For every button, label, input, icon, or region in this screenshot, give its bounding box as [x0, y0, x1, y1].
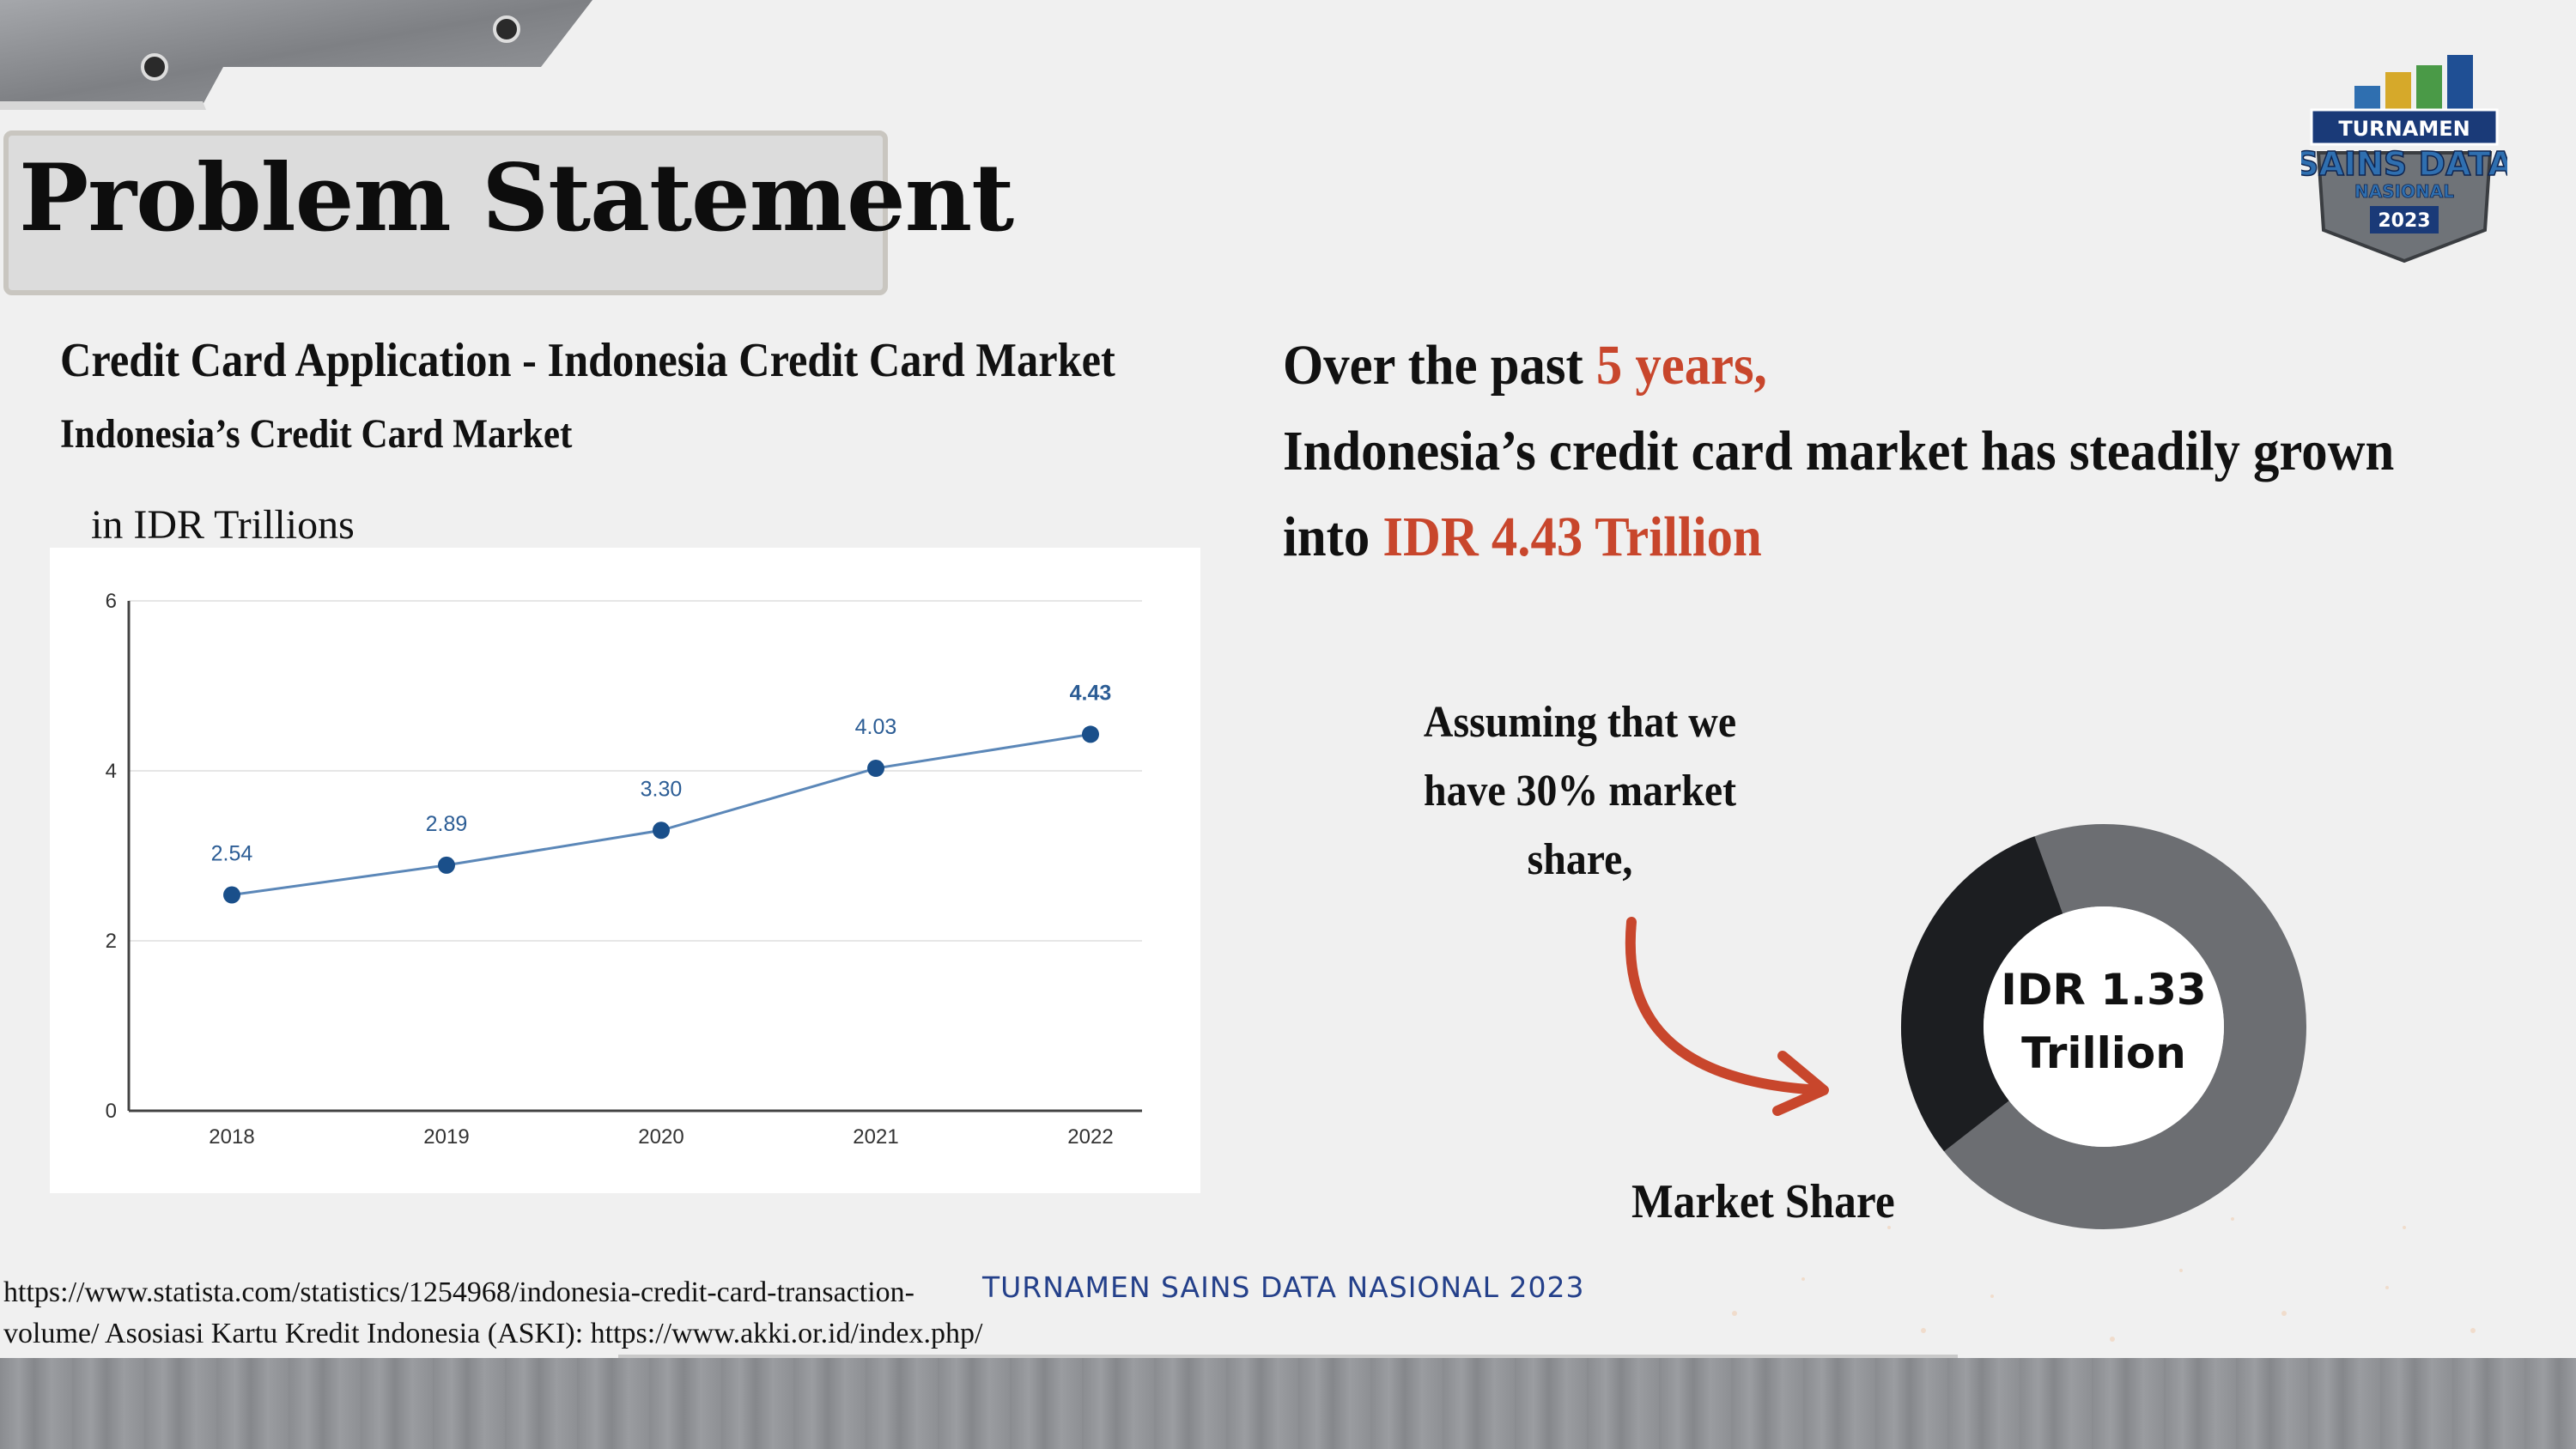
market-share-donut — [1901, 824, 2306, 1229]
decorative-background-speckle — [1732, 1217, 2476, 1342]
footer-divider — [618, 1355, 1958, 1360]
headline-line-1: Over the past 5 years, — [1283, 334, 1767, 397]
donut-center-label: IDR 1.33 Trillion — [2001, 965, 2207, 1078]
x-tick-label: 2018 — [209, 1125, 254, 1149]
event-footer: TURNAMEN SAINS DATA NASIONAL 2023 — [982, 1270, 1585, 1304]
data-label: 2.89 — [426, 812, 468, 836]
headline-accent-amount: IDR 4.43 Trillion — [1382, 506, 1762, 568]
curved-arrow-icon — [1625, 917, 1829, 1116]
title-plate — [3, 130, 888, 295]
data-point — [223, 886, 240, 904]
page-title: Problem Statement — [19, 144, 1014, 252]
svg-text:NASIONAL: NASIONAL — [2354, 181, 2454, 202]
svg-text:TURNAMEN: TURNAMEN — [2338, 117, 2470, 141]
assumption-text: Assuming that we have 30% market share, — [1423, 698, 1737, 884]
data-point — [867, 760, 884, 778]
donut-caption: Market Share — [1631, 1175, 1895, 1228]
y-tick-label: 0 — [106, 1100, 117, 1123]
screw-icon — [141, 53, 168, 81]
chart-section-heading: Credit Card Application - Indonesia Cred… — [60, 334, 1115, 387]
y-tick-label: 2 — [106, 930, 117, 953]
line-chart: 0 2 4 6 2018 2019 2020 2021 2022 2.54 2.89 3.30 4.03… — [106, 590, 1142, 1149]
x-tick-label: 2020 — [638, 1125, 683, 1149]
series-line — [231, 732, 1091, 897]
header-metal-plate — [0, 0, 592, 110]
screw-icon — [493, 15, 520, 43]
turnamen-sains-data-logo: TURNAMEN SAINS DATA NASIONAL 2023 — [2301, 55, 2507, 264]
footer-metal-bar — [0, 1358, 2576, 1449]
data-label: 2.54 — [211, 842, 253, 866]
headline-line-3: into IDR 4.43 Trillion — [1283, 506, 1762, 568]
donut-hole — [1984, 906, 2224, 1147]
y-tick-label: 6 — [106, 590, 117, 613]
x-tick-label: 2022 — [1067, 1125, 1113, 1149]
source-citation: https://www.statista.com/statistics/1254… — [3, 1276, 983, 1349]
svg-text:2023: 2023 — [2378, 210, 2430, 232]
x-tick-label: 2019 — [423, 1125, 469, 1149]
svg-text:SAINS DATA: SAINS DATA — [2301, 145, 2507, 183]
data-point — [1082, 725, 1099, 743]
headline-accent-years: 5 years, — [1595, 334, 1767, 397]
y-tick-label: 4 — [106, 760, 117, 783]
data-label: 4.43 — [1070, 681, 1112, 705]
data-point — [653, 822, 670, 840]
data-label: 3.30 — [641, 777, 683, 801]
chart-unit-label: in IDR Trillions — [91, 502, 355, 548]
chart-subheading: Indonesia’s Credit Card Market — [60, 411, 573, 457]
data-point — [438, 856, 455, 874]
data-label: 4.03 — [855, 715, 897, 739]
x-tick-label: 2021 — [853, 1125, 898, 1149]
line-chart-panel: 0 2 4 6 2018 2019 2020 2021 2022 2.54 2.89 3.30 4.03… — [50, 548, 1200, 1193]
headline-line-2: Indonesia’s credit card market has stead… — [1283, 420, 2395, 482]
